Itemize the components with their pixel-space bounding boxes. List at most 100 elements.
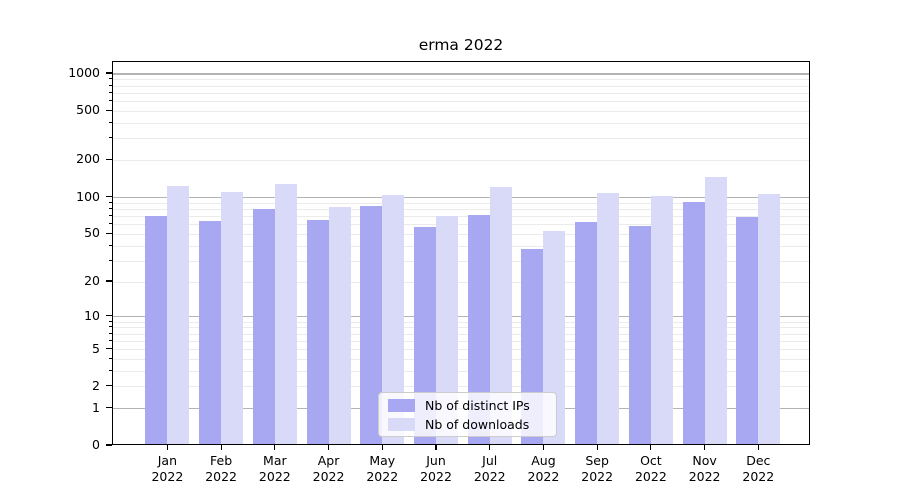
- legend-swatch-downloads-icon: [388, 418, 415, 431]
- x-tick-year: 2022: [151, 469, 184, 484]
- x-tick-month: Mar: [263, 453, 287, 468]
- legend-swatch-distinct-ips-icon: [388, 399, 415, 412]
- y-minor-tick-mark: [109, 232, 112, 234]
- bar-distinct-ips-sep: [575, 222, 598, 444]
- y-minor-tick-mark: [109, 214, 112, 216]
- gridline-minor: [113, 370, 809, 372]
- bar-downloads-may: [382, 195, 405, 444]
- gridline-minor: [113, 138, 809, 140]
- gridline-minor: [113, 340, 809, 342]
- bar-distinct-ips-jun: [414, 227, 436, 444]
- bar-distinct-ips-dec: [736, 217, 759, 444]
- bar-distinct-ips-feb: [199, 221, 222, 444]
- y-tick-label: 0: [92, 437, 100, 452]
- bar-downloads-oct: [650, 195, 673, 444]
- gridline-minor: [113, 349, 809, 351]
- gridline-minor: [113, 224, 809, 226]
- gridline-minor: [113, 215, 809, 217]
- y-tick-label: 50: [84, 225, 100, 241]
- gridline-major: [113, 196, 809, 199]
- y-minor-tick-mark: [109, 280, 112, 282]
- bar-downloads-apr: [328, 206, 351, 444]
- bar-distinct-ips-jan: [145, 216, 168, 444]
- x-tick-year: 2022: [527, 469, 560, 484]
- x-tick-year: 2022: [420, 469, 452, 484]
- legend: Nb of distinct IPs Nb of downloads: [378, 392, 557, 437]
- y-minor-tick-mark: [109, 385, 112, 387]
- bar-distinct-ips-jul: [467, 214, 490, 444]
- x-tick-mark: [596, 445, 598, 450]
- y-minor-tick-mark: [109, 259, 112, 261]
- x-tick-month: Jun: [426, 453, 446, 468]
- x-tick-label-oct: Oct 2022: [619, 453, 683, 485]
- bar-distinct-ips-oct: [628, 226, 651, 444]
- y-tick-mark: [106, 315, 112, 317]
- x-tick-mark: [435, 445, 437, 450]
- x-tick-month: Nov: [692, 453, 717, 468]
- x-tick-label-sep: Sep 2022: [565, 453, 629, 485]
- y-tick-label: 5: [92, 340, 100, 356]
- x-tick-label-nov: Nov 2022: [673, 453, 737, 485]
- x-tick-month: Apr: [317, 453, 340, 468]
- plot-area: [112, 61, 810, 445]
- bar-downloads-nov: [704, 176, 727, 444]
- x-tick-year: 2022: [366, 469, 399, 484]
- x-tick-month: Jul: [482, 453, 498, 468]
- x-tick-month: Feb: [210, 453, 233, 468]
- bar-downloads-mar: [274, 184, 297, 444]
- gridline-minor: [113, 202, 809, 204]
- x-tick-label-jun: Jun 2022: [404, 453, 468, 485]
- gridline-minor: [113, 281, 809, 283]
- y-minor-tick-mark: [109, 320, 112, 322]
- y-minor-tick-mark: [109, 332, 112, 334]
- legend-label-downloads: Nb of downloads: [425, 417, 530, 432]
- chart-title: erma 2022: [418, 36, 504, 54]
- x-tick-label-jul: Jul 2022: [458, 453, 522, 485]
- x-tick-mark: [381, 445, 383, 450]
- x-tick-label-jan: Jan 2022: [135, 453, 199, 485]
- y-tick-label: 500: [76, 102, 100, 118]
- y-minor-tick-mark: [109, 78, 112, 80]
- x-tick-label-may: May 2022: [350, 453, 414, 485]
- x-tick-label-feb: Feb 2022: [189, 453, 253, 485]
- y-minor-tick-mark: [109, 91, 112, 93]
- y-tick-label: 2: [92, 377, 100, 393]
- x-tick-year: 2022: [258, 469, 291, 484]
- y-minor-tick-mark: [109, 109, 112, 111]
- bar-downloads-jun: [436, 215, 458, 444]
- bar-distinct-ips-may: [360, 206, 383, 444]
- y-minor-tick-mark: [109, 201, 112, 203]
- x-tick-month: May: [369, 453, 396, 468]
- bar-distinct-ips-apr: [306, 220, 329, 444]
- x-tick-month: Oct: [640, 453, 662, 468]
- gridline-minor: [113, 100, 809, 102]
- legend-entry-downloads: Nb of downloads: [379, 415, 556, 434]
- legend-label-distinct-ips: Nb of distinct IPs: [425, 398, 530, 413]
- x-tick-year: 2022: [742, 469, 775, 484]
- gridline-minor: [113, 208, 809, 210]
- x-tick-mark: [166, 445, 168, 450]
- y-minor-tick-mark: [109, 207, 112, 209]
- x-tick-mark: [489, 445, 491, 450]
- y-minor-tick-mark: [109, 137, 112, 139]
- x-tick-mark: [274, 445, 276, 450]
- y-tick-label: 200: [76, 151, 100, 167]
- gridline-minor: [113, 358, 809, 360]
- gridline-minor: [113, 110, 809, 112]
- x-tick-year: 2022: [688, 469, 721, 484]
- y-tick-label: 100: [76, 188, 100, 204]
- y-tick-label: 1000: [68, 65, 100, 80]
- gridline-minor: [113, 92, 809, 94]
- bar-downloads-jul: [489, 186, 512, 444]
- gridline-minor: [113, 233, 809, 235]
- y-minor-tick-mark: [109, 121, 112, 123]
- y-tick-mark: [106, 195, 112, 198]
- y-tick-mark: [106, 72, 112, 74]
- bar-downloads-dec: [758, 193, 781, 444]
- bar-downloads-jan: [167, 186, 190, 444]
- gridline-minor: [113, 159, 809, 161]
- x-tick-label-aug: Aug 2022: [511, 453, 575, 485]
- gridline-major: [113, 316, 809, 318]
- x-tick-month: Aug: [531, 453, 556, 468]
